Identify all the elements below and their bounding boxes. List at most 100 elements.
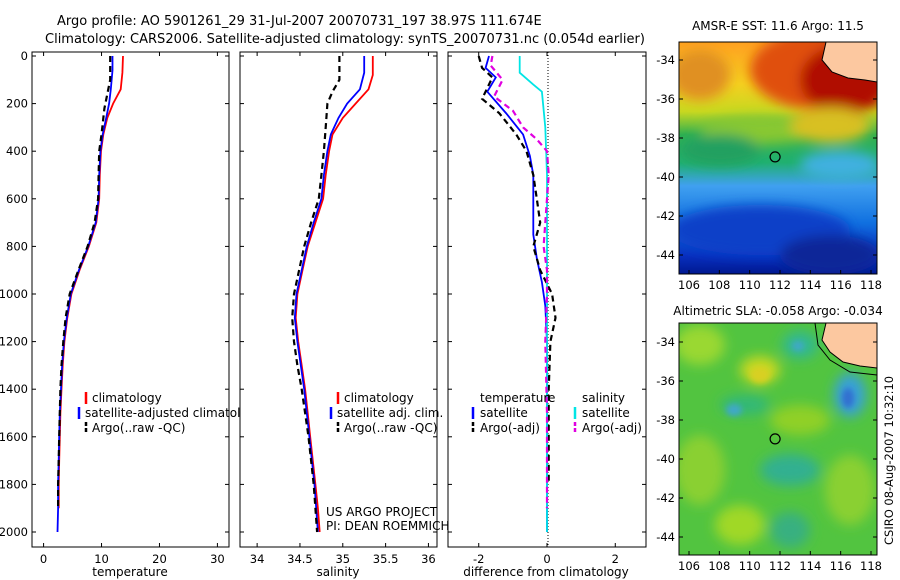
legend-label-s-argo: Argo(-adj) (582, 421, 642, 435)
depth-tick-label: 200 (6, 97, 28, 111)
salinity-legend: climatology satellite adj. clim. Argo(..… (329, 391, 443, 435)
sla-field (679, 323, 877, 555)
temperature-panel: temperature climatology satellite-adjust… (31, 51, 263, 579)
difference-profile-series-temperature-satellite (484, 55, 548, 532)
map-lon-label: 118 (860, 278, 882, 292)
map-lat-label: -34 (656, 335, 675, 349)
temperature-legend: climatology satellite-adjusted climatolo… (77, 391, 263, 435)
x-tick-label: 10 (94, 552, 109, 566)
depth-tick-label: 1200 (0, 335, 28, 349)
temperature-axes (31, 51, 230, 548)
map-lat-label: -34 (656, 53, 675, 67)
map-lat-label: -36 (656, 374, 675, 388)
salinity-panel: salinity climatology satellite adj. clim… (239, 51, 449, 579)
sst-land-mask (821, 42, 877, 83)
legend-label-argo: Argo(..raw -QC) (92, 421, 185, 435)
sla-argo-position-marker (769, 433, 781, 445)
depth-tick-label: 1800 (0, 477, 28, 491)
map-lat-label: -44 (656, 248, 675, 262)
difference-lines (477, 55, 557, 532)
legend-header-salinity: salinity (582, 391, 625, 405)
map-lon-label: 110 (739, 559, 761, 573)
temperature-profile-series-argo-raw-qc- (56, 56, 112, 509)
x-tick-label: 34 (250, 552, 265, 566)
map-lon-label: 112 (769, 559, 791, 573)
map-lat-label: -42 (656, 209, 675, 223)
header-line2: Climatology: CARS2006. Satellite-adjuste… (45, 32, 645, 47)
salinity-axes (239, 51, 438, 548)
depth-tick-label: 800 (6, 239, 28, 253)
map-lon-label: 116 (830, 559, 852, 573)
sst-argo-position-marker (769, 151, 781, 163)
map-lon-label: 112 (769, 278, 791, 292)
legend-label-climatology: climatology (344, 391, 414, 405)
map-lon-label: 116 (830, 278, 852, 292)
sla-map-frame (678, 322, 878, 556)
difference-profile-series-salinity-argo-adj- (489, 55, 550, 509)
x-tick-label: 35.5 (373, 552, 399, 566)
map-lat-label: -40 (656, 170, 675, 184)
map-lon-label: 118 (860, 559, 882, 573)
map-lon-label: 106 (678, 278, 700, 292)
salinity-xlabel: salinity (316, 565, 359, 579)
map-lat-label: -36 (656, 92, 675, 106)
depth-tick-label: 600 (6, 192, 28, 206)
map-lon-label: 106 (678, 559, 700, 573)
x-tick-label: 2 (612, 552, 619, 566)
map-lon-label: 108 (708, 278, 730, 292)
project-annotation-line2: PI: DEAN ROEMMICH (326, 519, 449, 533)
salinity-profile-series-argo-raw-qc- (291, 56, 341, 533)
x-tick-label: 30 (210, 552, 225, 566)
legend-label-s-satellite: satellite (582, 406, 630, 420)
legend-header-temperature: temperature (480, 391, 555, 405)
map-lon-label: 114 (799, 278, 821, 292)
x-tick-label: 35 (335, 552, 350, 566)
legend-label-satellite: satellite adj. clim. (337, 406, 443, 420)
map-lat-label: -42 (656, 491, 675, 505)
depth-tick-label: 400 (6, 144, 28, 158)
difference-legend: temperature salinity satellite Argo(-adj… (471, 391, 642, 435)
sla-map-panel: Altimetric SLA: -0.058 Argo: -0.034 (673, 304, 883, 556)
legend-label-climatology: climatology (92, 391, 162, 405)
header-line1: Argo profile: AO 5901261_29 31-Jul-2007 … (57, 14, 542, 29)
x-tick-label: 36 (421, 552, 436, 566)
project-annotation-line1: US ARGO PROJECT (326, 505, 438, 519)
legend-label-t-argo: Argo(-adj) (480, 421, 540, 435)
depth-tick-label: 1600 (0, 430, 28, 444)
difference-xlabel: difference from climatology (463, 565, 629, 579)
sst-map-panel: AMSR-E SST: 11.6 Argo: 11.5 (678, 19, 878, 275)
x-tick-label: 0 (40, 552, 47, 566)
map-lat-label: -38 (656, 413, 675, 427)
map-lat-label: -40 (656, 452, 675, 466)
sst-map-frame (678, 41, 878, 275)
axis-ticks: 0 10 20 30 34 34.5 35 35.5 36 -2 0 2020040060080010… (0, 49, 882, 573)
map-lon-label: 108 (708, 559, 730, 573)
x-tick-label: 0 (543, 552, 550, 566)
legend-label-argo: Argo(..raw -QC) (344, 421, 437, 435)
legend-label-t-satellite: satellite (480, 406, 528, 420)
legend-label-satellite: satellite-adjusted climatology (85, 406, 263, 420)
temperature-xlabel: temperature (92, 565, 167, 579)
x-tick-label: 20 (152, 552, 167, 566)
x-tick-label: 34.5 (287, 552, 313, 566)
depth-tick-label: 2000 (0, 525, 28, 539)
map-lat-label: -44 (656, 530, 675, 544)
difference-profile-series-temperature-argo-adj- (477, 55, 557, 485)
difference-panel: difference from climatology temperature … (447, 51, 647, 579)
salinity-lines (291, 56, 374, 533)
map-lat-label: -38 (656, 131, 675, 145)
sla-map-title: Altimetric SLA: -0.058 Argo: -0.034 (673, 304, 882, 318)
sst-field (679, 42, 877, 274)
depth-tick-label: 0 (21, 49, 28, 63)
difference-profile-series-salinity-satellite (518, 56, 548, 532)
temperature-lines (56, 55, 124, 533)
depth-tick-label: 1400 (0, 382, 28, 396)
sst-map-title: AMSR-E SST: 11.6 Argo: 11.5 (692, 19, 864, 33)
map-lon-label: 114 (799, 559, 821, 573)
map-lon-label: 110 (739, 278, 761, 292)
depth-tick-label: 1000 (0, 287, 28, 301)
x-tick-label: -2 (473, 552, 484, 566)
salinity-profile-series-satellite-adj-clim- (293, 56, 366, 533)
sla-land-mask (821, 323, 877, 369)
